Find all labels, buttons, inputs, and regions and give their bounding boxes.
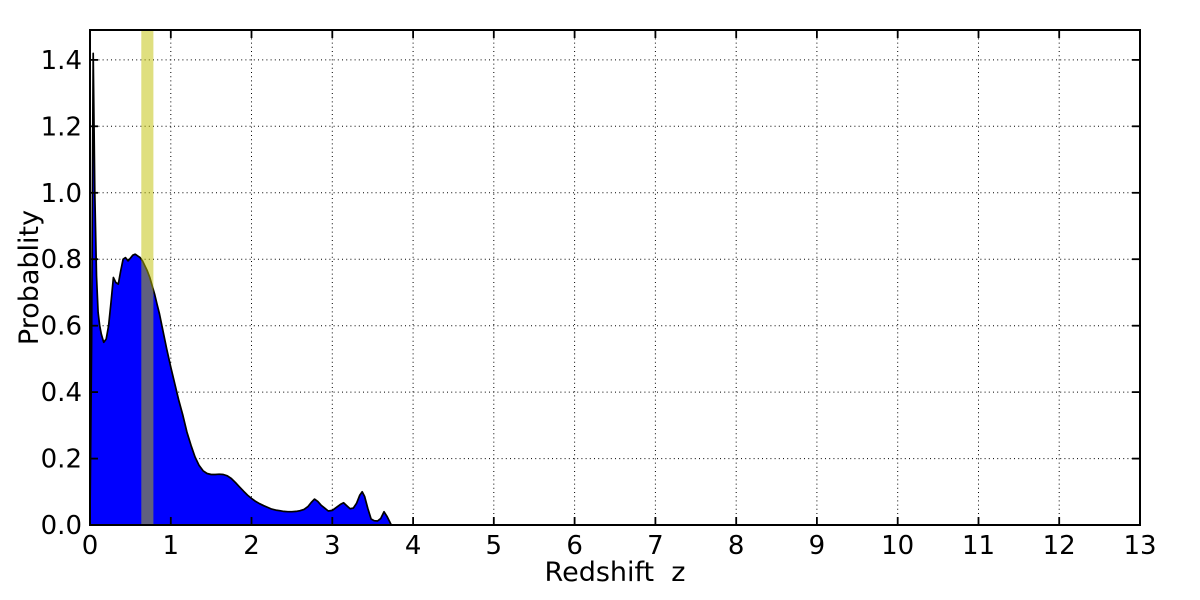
y-tick-label: 1.2	[41, 112, 82, 142]
x-axis-label: Redshift z	[545, 557, 686, 588]
x-tick-label: 7	[647, 531, 664, 561]
y-tick-label: 0.4	[41, 378, 82, 408]
x-tick-label: 11	[962, 531, 995, 561]
plot-frame	[89, 29, 1141, 526]
y-axis-label: Probablity	[14, 210, 45, 345]
y-tick-label: 1.4	[41, 46, 82, 76]
highlight-band-layer	[141, 30, 154, 525]
x-tick-label: 0	[82, 531, 99, 561]
best-fit-redshift-marker	[141, 30, 154, 525]
x-tick-label: 2	[243, 531, 260, 561]
x-tick-label: 6	[566, 531, 583, 561]
y-tick-label: 0.0	[41, 511, 82, 541]
series-layer	[89, 52, 393, 526]
pdf-area-fill	[90, 53, 392, 526]
x-tick-label: 4	[405, 531, 422, 561]
x-tick-label: 3	[324, 531, 341, 561]
tick-labels-layer: 0 1 2 3 4 5 6 7 8 9 10 11 12 130.00.20.40.60.81.01.21…	[41, 46, 1157, 561]
y-tick-label: 0.2	[41, 445, 82, 475]
x-tick-label: 10	[881, 531, 914, 561]
pdf-curve-line	[89, 52, 393, 526]
x-tick-label: 1	[163, 531, 180, 561]
y-tick-label: 0.8	[41, 245, 82, 275]
x-tick-label: 12	[1043, 531, 1076, 561]
x-tick-label: 9	[809, 531, 826, 561]
y-tick-label: 1.0	[41, 179, 82, 209]
x-tick-label: 8	[728, 531, 745, 561]
x-tick-label: 13	[1123, 531, 1156, 561]
x-tick-label: 5	[486, 531, 503, 561]
tick-marks-layer	[89, 30, 1141, 526]
y-tick-label: 0.6	[41, 312, 82, 342]
